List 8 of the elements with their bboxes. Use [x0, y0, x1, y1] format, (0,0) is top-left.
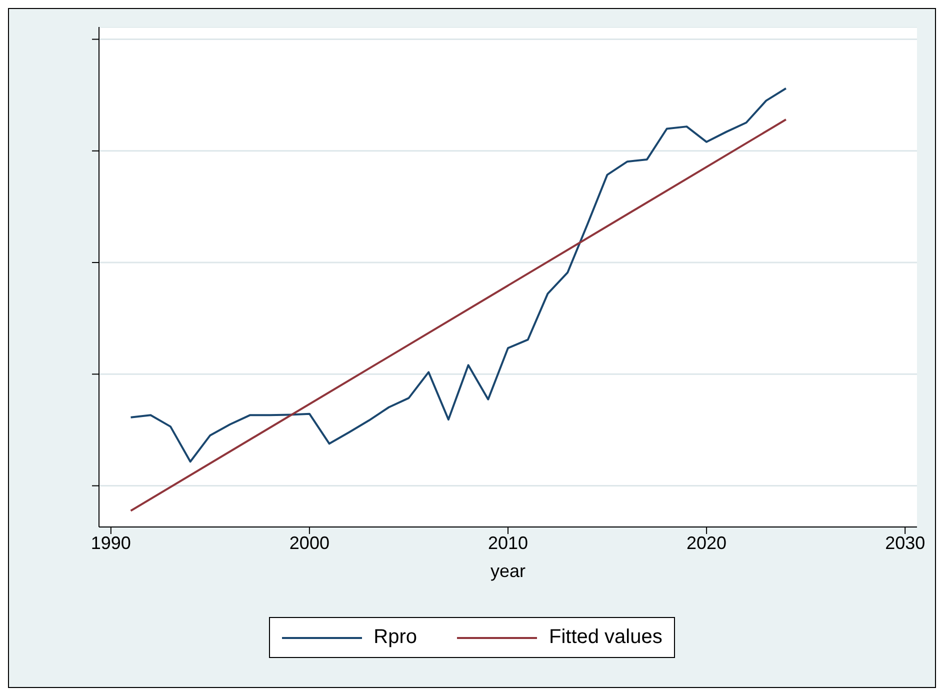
x-tick-label: 2010 [488, 532, 528, 553]
x-axis-title: year [490, 561, 526, 581]
legend-label: Fitted values [548, 626, 662, 649]
x-tick-label: 2000 [289, 532, 330, 553]
x-tick-label: 1990 [90, 532, 131, 553]
x-tick-label: 2030 [885, 532, 926, 553]
x-tick-label: 2020 [686, 532, 727, 553]
legend-label: Rpro [374, 626, 417, 649]
